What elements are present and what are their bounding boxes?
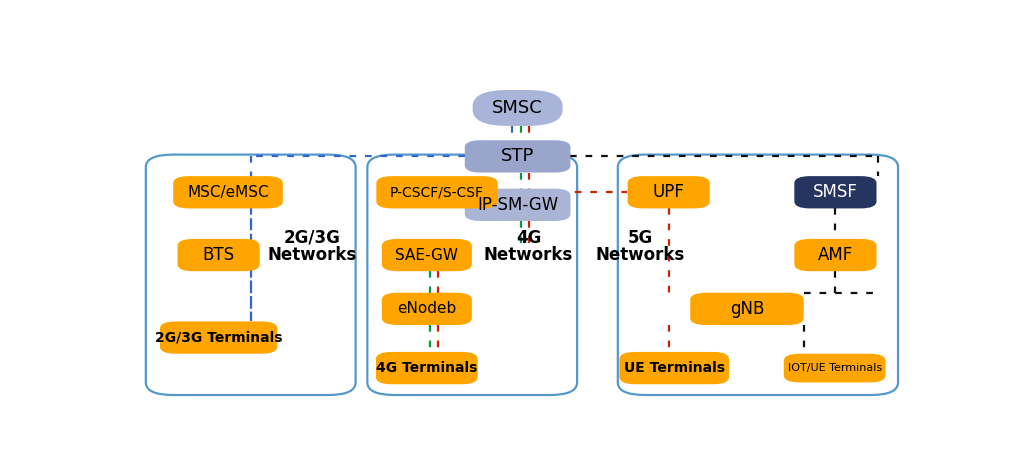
FancyBboxPatch shape [473, 90, 563, 126]
FancyBboxPatch shape [619, 352, 729, 384]
Text: gNB: gNB [730, 300, 765, 318]
FancyBboxPatch shape [465, 189, 571, 221]
Text: P-CSCF/S-CSF: P-CSCF/S-CSF [390, 185, 484, 199]
Text: BTS: BTS [203, 246, 234, 264]
FancyBboxPatch shape [465, 140, 571, 172]
Text: UPF: UPF [652, 183, 685, 201]
Text: 4G: 4G [516, 229, 541, 247]
Text: 5G: 5G [628, 229, 653, 247]
FancyBboxPatch shape [178, 239, 260, 271]
Text: MSC/eMSC: MSC/eMSC [187, 185, 269, 200]
Text: Networks: Networks [596, 246, 685, 264]
Text: 2G/3G Terminals: 2G/3G Terminals [155, 330, 283, 344]
Text: 4G Terminals: 4G Terminals [376, 361, 478, 375]
Text: UE Terminals: UE Terminals [623, 361, 724, 375]
Text: SMSF: SMSF [813, 183, 857, 201]
Text: STP: STP [501, 147, 534, 165]
Text: Networks: Networks [268, 246, 358, 264]
FancyBboxPatch shape [382, 239, 472, 271]
FancyBboxPatch shape [376, 352, 478, 384]
Text: SAE-GW: SAE-GW [395, 247, 459, 262]
FancyBboxPatch shape [794, 176, 877, 208]
Text: IOT/UE Terminals: IOT/UE Terminals [788, 363, 882, 373]
Text: IP-SM-GW: IP-SM-GW [477, 196, 559, 214]
FancyBboxPatch shape [174, 176, 283, 208]
Text: SMSC: SMSC [492, 99, 543, 117]
Text: eNodeb: eNodeb [397, 302, 457, 316]
FancyBboxPatch shape [160, 322, 278, 354]
Text: AMF: AMF [818, 246, 853, 264]
FancyBboxPatch shape [627, 176, 710, 208]
FancyBboxPatch shape [784, 354, 886, 383]
FancyBboxPatch shape [382, 293, 472, 325]
Text: 2G/3G: 2G/3G [284, 229, 341, 247]
FancyBboxPatch shape [690, 293, 804, 325]
Text: Networks: Networks [484, 246, 574, 264]
FancyBboxPatch shape [794, 239, 877, 271]
FancyBboxPatch shape [377, 176, 498, 208]
